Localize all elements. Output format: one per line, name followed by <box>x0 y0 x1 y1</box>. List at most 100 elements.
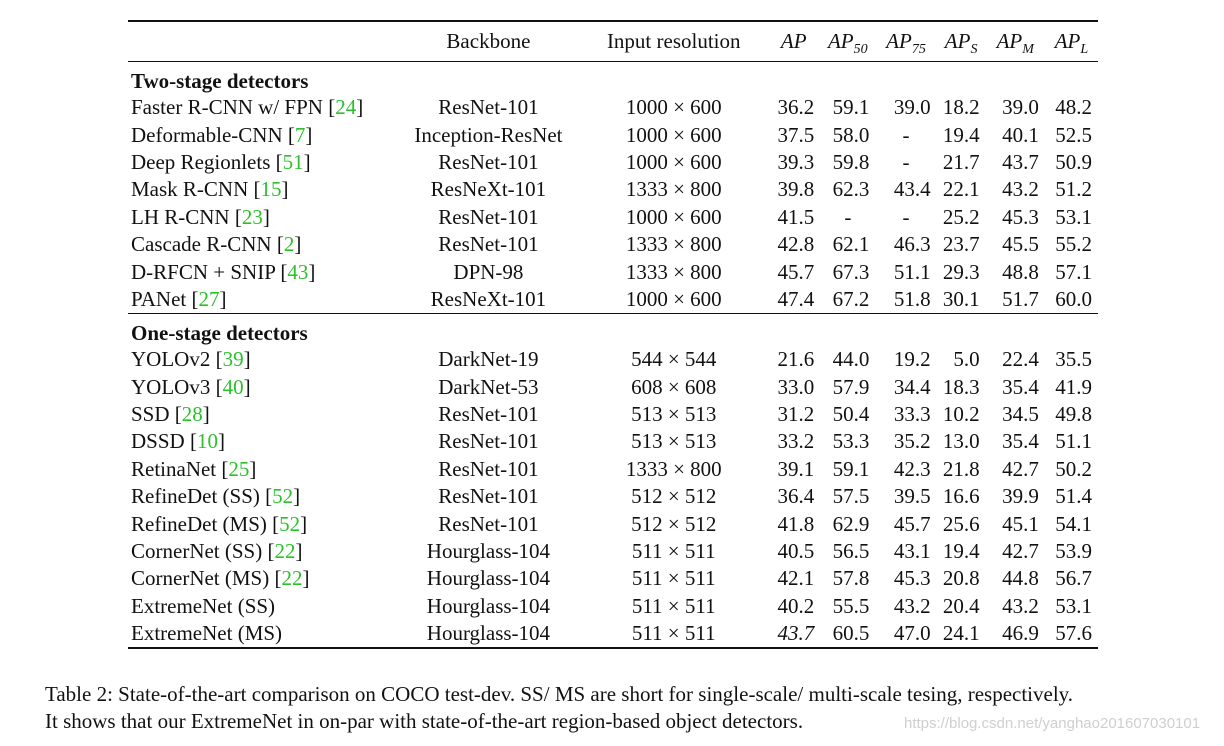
apm-cell: 42.7 <box>1002 456 1039 481</box>
table-row: YOLOv3 [40] DarkNet-53 608 × 608 33.0 57.9 34… <box>128 374 1098 401</box>
ap50-cell: 56.5 <box>832 539 870 564</box>
ap75-cell: 45.7 <box>893 511 931 536</box>
citation-link[interactable]: 51 <box>282 149 304 174</box>
citation-link[interactable]: 10 <box>196 429 218 454</box>
aps-cell: 10.2 <box>942 402 980 427</box>
aps-cell: 23.7 <box>942 232 980 257</box>
ap75-cell: 35.2 <box>893 429 931 454</box>
watermark-url: https://blog.csdn.net/yanghao20160703010… <box>904 715 1201 732</box>
citation-link[interactable]: 23 <box>241 204 263 229</box>
aps-cell: 25.2 <box>942 204 980 229</box>
ap50-cell: 58.0 <box>832 122 870 147</box>
apl-cell: 53.1 <box>1055 204 1092 229</box>
aps-cell: 19.4 <box>942 122 980 147</box>
resolution-cell: 544 × 544 <box>631 347 717 372</box>
apl-cell: 50.2 <box>1055 456 1092 481</box>
ap-cell: 40.2 <box>777 593 815 618</box>
ap-cell: 39.8 <box>777 177 815 202</box>
citation-link[interactable]: 2 <box>283 232 295 257</box>
table-caption: Table 2: State-of-the-art comparison on … <box>45 681 1205 735</box>
aps-cell: 25.6 <box>942 511 980 536</box>
method-name: Faster R-CNN w/ FPN <box>131 95 323 120</box>
aps-cell: 20.4 <box>942 593 980 618</box>
header-aps: APS <box>944 29 978 57</box>
table-row: ExtremeNet (SS) Hourglass-104 511 × 511 40.… <box>128 593 1098 620</box>
ap75-cell: 46.3 <box>893 232 931 257</box>
group-header-row: One-stage detectors <box>128 313 1098 347</box>
apm-cell: 43.2 <box>1002 593 1039 618</box>
caption-line-2: It shows that our ExtremeNet in on-par w… <box>45 709 804 733</box>
header-ap50: AP50 <box>827 29 868 57</box>
citation-link[interactable]: 24 <box>335 95 357 120</box>
apm-cell: 44.8 <box>1002 566 1039 591</box>
ap-cell: 37.5 <box>777 122 815 147</box>
resolution-cell: 513 × 513 <box>631 429 717 454</box>
ap75-cell: 19.2 <box>893 347 931 372</box>
citation-link[interactable]: 22 <box>274 539 296 564</box>
citation-link[interactable]: 28 <box>181 402 203 427</box>
aps-cell: 29.3 <box>942 259 980 284</box>
method-cell: Cascade R-CNN [2] <box>131 232 302 257</box>
apl-cell: 54.1 <box>1055 511 1092 536</box>
method-cell: D-RFCN + SNIP [43] <box>131 259 316 284</box>
ap-cell: 41.5 <box>777 204 815 229</box>
table-row: SSD [28] ResNet-101 513 × 513 31.2 50.4 33.3 1… <box>128 401 1098 428</box>
table-row: PANet [27] ResNeXt-101 1000 × 600 47.4 67.2 5… <box>128 286 1098 314</box>
group-title: One-stage detectors <box>128 313 1098 347</box>
ap50-cell: 57.9 <box>832 374 870 399</box>
backbone-cell: DarkNet-19 <box>438 347 539 372</box>
ap75-cell: - <box>902 149 910 174</box>
citation-link[interactable]: 39 <box>222 347 244 372</box>
resolution-cell: 1000 × 600 <box>625 95 722 120</box>
ap50-cell: 57.5 <box>832 484 870 509</box>
ap75-cell: 43.1 <box>893 539 931 564</box>
apl-cell: 57.6 <box>1044 620 1098 650</box>
apl-cell: 55.2 <box>1055 232 1092 257</box>
ap75-cell: 42.3 <box>893 456 931 481</box>
citation-link[interactable]: 43 <box>287 259 309 284</box>
table-row: Deformable-CNN [7] Inception-ResNet 1000 ×… <box>128 121 1098 148</box>
apl-cell: 52.5 <box>1055 122 1092 147</box>
backbone-cell: ResNet-101 <box>438 511 539 536</box>
method-cell: LH R-CNN [23] <box>131 204 270 229</box>
table-row: YOLOv2 [39] DarkNet-19 544 × 544 21.6 44.0 19… <box>128 346 1098 373</box>
table-row: Faster R-CNN w/ FPN [24] ResNet-101 1000 ×… <box>128 94 1098 121</box>
citation-link[interactable]: 52 <box>272 484 294 509</box>
table-row: CornerNet (SS) [22] Hourglass-104 511 × 51… <box>128 538 1098 565</box>
ap50-cell: 67.3 <box>832 259 870 284</box>
apm-cell: 51.7 <box>1002 286 1039 311</box>
backbone-cell: ResNet-101 <box>438 232 539 257</box>
ap-cell: 41.8 <box>777 511 815 536</box>
resolution-cell: 511 × 511 <box>631 539 716 564</box>
method-cell: DSSD [10] <box>131 429 225 454</box>
ap50-cell: 55.5 <box>832 593 870 618</box>
apm-cell: 22.4 <box>1002 347 1039 372</box>
citation-link[interactable]: 52 <box>279 511 301 536</box>
ap50-cell: 62.1 <box>832 232 870 257</box>
apm-cell: 34.5 <box>1002 402 1039 427</box>
citation-link[interactable]: 27 <box>198 286 220 311</box>
backbone-cell: ResNet-101 <box>438 484 539 509</box>
group-title: Two-stage detectors <box>131 69 309 93</box>
citation-link[interactable]: 15 <box>260 177 282 202</box>
header-apl: APL <box>1054 29 1089 57</box>
resolution-cell: 1000 × 600 <box>625 122 722 147</box>
ap75-cell: - <box>902 122 910 147</box>
apl-cell: 57.1 <box>1055 259 1092 284</box>
citation-link[interactable]: 25 <box>228 456 250 481</box>
method-cell: PANet [27] <box>131 286 227 311</box>
citation-link[interactable]: 40 <box>222 374 244 399</box>
apm-cell: 45.5 <box>1002 232 1039 257</box>
method-cell: YOLOv3 [40] <box>131 374 251 399</box>
ap-cell: 39.3 <box>777 149 815 174</box>
apl-cell: 35.5 <box>1055 347 1092 372</box>
method-cell: Mask R-CNN [15] <box>131 177 289 202</box>
citation-link[interactable]: 7 <box>294 122 306 147</box>
table-row: CornerNet (MS) [22] Hourglass-104 511 × 51… <box>128 565 1098 592</box>
method-name: CornerNet (SS) <box>131 539 263 564</box>
ap-cell: 47.4 <box>777 286 815 311</box>
backbone-cell: ResNeXt-101 <box>430 177 547 202</box>
backbone-cell: Hourglass-104 <box>426 593 551 618</box>
caption-line-1: Table 2: State-of-the-art comparison on … <box>45 682 1074 706</box>
citation-link[interactable]: 22 <box>281 566 303 591</box>
